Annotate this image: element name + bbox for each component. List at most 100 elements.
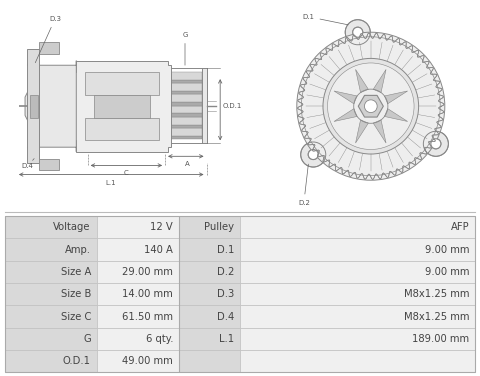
Circle shape — [327, 63, 414, 150]
Bar — [30, 95, 37, 118]
Circle shape — [297, 32, 445, 180]
Text: 49.00 mm: 49.00 mm — [122, 356, 173, 366]
Text: 9.00 mm: 9.00 mm — [425, 245, 469, 255]
Bar — [240, 350, 475, 372]
Text: D.4: D.4 — [217, 311, 234, 321]
Text: Size B: Size B — [60, 289, 91, 299]
Polygon shape — [356, 120, 368, 143]
Bar — [168, 125, 202, 128]
Circle shape — [353, 27, 363, 37]
Bar — [168, 128, 202, 136]
Text: 6 qty.: 6 qty. — [146, 334, 173, 344]
Text: 189.00 mm: 189.00 mm — [412, 334, 469, 344]
Bar — [202, 68, 206, 143]
Bar — [179, 327, 240, 350]
Bar — [168, 94, 202, 102]
Text: G: G — [182, 32, 188, 65]
Bar — [39, 42, 59, 54]
Text: Voltage: Voltage — [53, 222, 91, 232]
Polygon shape — [25, 56, 76, 156]
Bar — [96, 216, 179, 238]
Text: O.D.1: O.D.1 — [222, 103, 242, 109]
Bar — [96, 283, 179, 305]
Circle shape — [431, 139, 441, 149]
Bar — [179, 283, 240, 305]
Circle shape — [308, 150, 318, 159]
Bar — [5, 350, 96, 372]
Circle shape — [431, 139, 441, 149]
Bar — [165, 68, 168, 143]
Circle shape — [364, 100, 377, 112]
Bar — [85, 72, 159, 95]
Circle shape — [353, 27, 363, 37]
Bar — [96, 261, 179, 283]
Text: D.4: D.4 — [22, 159, 34, 169]
Bar — [168, 106, 202, 114]
Bar — [85, 118, 159, 140]
Polygon shape — [358, 96, 384, 117]
Text: D.1: D.1 — [217, 245, 234, 255]
Polygon shape — [334, 109, 357, 121]
Bar — [240, 238, 475, 261]
Circle shape — [308, 150, 318, 159]
Bar — [168, 80, 202, 83]
Bar — [179, 216, 240, 238]
Bar — [95, 95, 150, 118]
Text: L.1: L.1 — [219, 334, 234, 344]
Bar — [165, 68, 206, 143]
Circle shape — [423, 131, 448, 156]
Bar — [5, 305, 96, 327]
Bar — [179, 261, 240, 283]
Bar — [168, 114, 202, 117]
Text: Size C: Size C — [60, 311, 91, 321]
Text: M8x1.25 mm: M8x1.25 mm — [404, 289, 469, 299]
Bar — [168, 102, 202, 106]
Bar — [179, 305, 240, 327]
Bar — [96, 350, 179, 372]
Bar — [5, 283, 96, 305]
Bar — [5, 327, 96, 350]
Bar — [168, 136, 202, 139]
Text: 12 V: 12 V — [150, 222, 173, 232]
Circle shape — [300, 142, 326, 167]
Bar — [168, 72, 202, 80]
Text: 61.50 mm: 61.50 mm — [122, 311, 173, 321]
Text: 14.00 mm: 14.00 mm — [122, 289, 173, 299]
Text: Amp.: Amp. — [65, 245, 91, 255]
Bar — [5, 261, 96, 283]
Polygon shape — [384, 109, 408, 121]
Text: D.3: D.3 — [217, 289, 234, 299]
Polygon shape — [373, 120, 386, 143]
Circle shape — [323, 58, 419, 154]
Text: D.3: D.3 — [36, 16, 61, 63]
Bar — [179, 350, 240, 372]
Bar — [5, 238, 96, 261]
Polygon shape — [73, 61, 171, 152]
Text: G: G — [83, 334, 91, 344]
Circle shape — [345, 20, 370, 45]
Bar — [5, 216, 96, 238]
Bar — [240, 327, 475, 350]
Bar — [240, 216, 475, 238]
Text: A: A — [185, 161, 190, 167]
Bar — [240, 261, 475, 283]
Bar — [168, 83, 202, 91]
Polygon shape — [384, 91, 408, 104]
Bar — [27, 49, 39, 163]
Bar — [168, 117, 202, 125]
Text: D.2: D.2 — [298, 164, 310, 206]
Text: C: C — [124, 170, 129, 176]
Bar — [96, 305, 179, 327]
Text: Size A: Size A — [60, 267, 91, 277]
Polygon shape — [373, 70, 386, 92]
Bar — [179, 238, 240, 261]
Text: 9.00 mm: 9.00 mm — [425, 267, 469, 277]
Bar — [240, 283, 475, 305]
Text: 140 A: 140 A — [144, 245, 173, 255]
Text: L.1: L.1 — [105, 180, 116, 186]
Bar — [96, 327, 179, 350]
Text: 29.00 mm: 29.00 mm — [122, 267, 173, 277]
Text: AFP: AFP — [451, 222, 469, 232]
Text: D.2: D.2 — [217, 267, 234, 277]
Bar — [168, 91, 202, 94]
